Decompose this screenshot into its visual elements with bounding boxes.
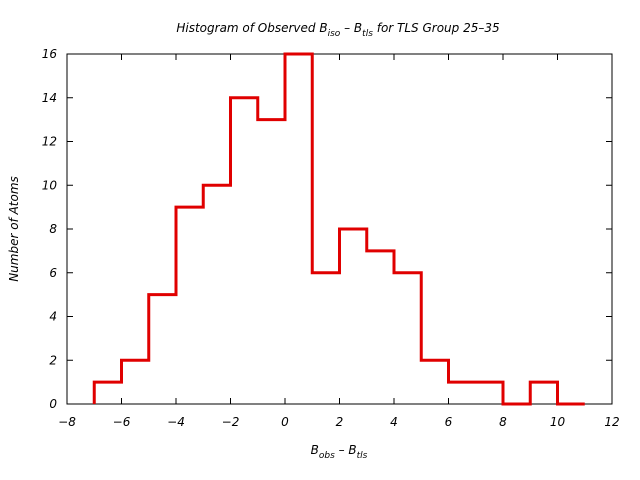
y-tick-label: 2 <box>49 353 57 367</box>
x-tick-label: 4 <box>390 415 398 429</box>
x-tick-label: 2 <box>336 415 344 429</box>
title-subscript-tls: tls <box>362 29 373 39</box>
title-subscript-iso: iso <box>328 29 341 39</box>
x-tick-label: −6 <box>113 415 131 429</box>
x-tick-label: 0 <box>281 415 289 429</box>
axis-tick-labels: −8 −6 −4 −2 0 2 4 6 8 10 12 0 2 4 6 8 10 12 14 16 <box>42 47 620 429</box>
y-tick-label: 6 <box>49 266 57 280</box>
y-axis-title: Number of Atoms <box>7 176 21 282</box>
y-tick-label: 10 <box>42 178 58 192</box>
y-tick-label: 16 <box>42 47 58 61</box>
y-tick-label: 14 <box>42 91 57 105</box>
chart-title: Histogram of Observed Biso – Btls for TL… <box>176 21 499 39</box>
xlabel-subscript-tls: tls <box>357 451 368 461</box>
histogram-series <box>92 52 585 406</box>
x-tick-label: 10 <box>550 415 566 429</box>
x-tick-label: −4 <box>167 415 185 429</box>
y-tick-label: 12 <box>42 135 57 149</box>
x-tick-label: 12 <box>604 415 619 429</box>
xlabel-subscript-obs: obs <box>319 451 335 461</box>
x-axis-title: Bobs – Btls <box>311 443 368 461</box>
y-tick-label: 4 <box>49 310 57 324</box>
x-tick-label: −2 <box>222 415 240 429</box>
y-tick-label: 8 <box>49 222 57 236</box>
x-tick-label: −8 <box>58 415 76 429</box>
x-tick-label: 8 <box>499 415 507 429</box>
y-tick-label: 0 <box>49 397 57 411</box>
x-tick-label: 6 <box>445 415 453 429</box>
